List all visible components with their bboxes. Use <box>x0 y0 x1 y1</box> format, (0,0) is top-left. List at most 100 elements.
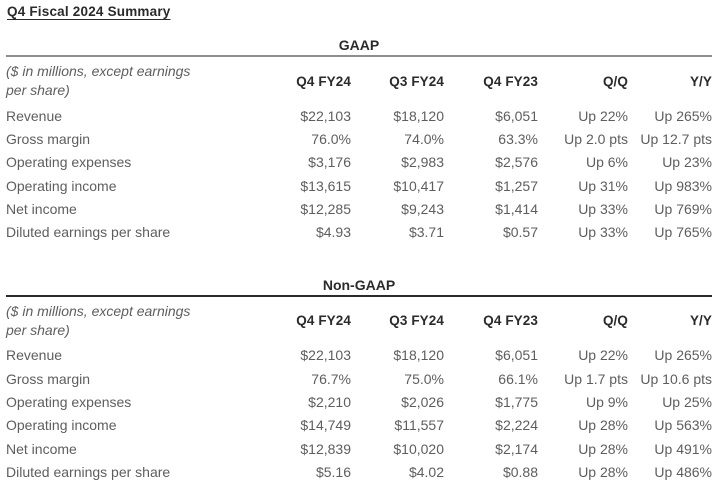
cell-value: Up 22% <box>578 107 628 124</box>
cell-value: Up 28% <box>578 440 628 457</box>
cell-value: 66.1% <box>498 370 538 387</box>
table-row: Revenue $22,103 $18,120 $6,051 Up 22% Up… <box>6 104 712 127</box>
cell-value: $6,051 <box>495 107 538 124</box>
row-label: Revenue <box>6 107 63 124</box>
cell-value: Up 23% <box>662 154 712 171</box>
gaap-units-note: ($ in millions, except earnings per shar… <box>6 62 256 100</box>
nongaap-column-header-q3fy24: Q3 FY24 <box>389 313 444 329</box>
cell-value: $3.71 <box>408 224 444 241</box>
table-row: Gross margin 76.0% 74.0% 63.3% Up 2.0 pt… <box>6 127 712 150</box>
cell-value: 74.0% <box>404 130 444 147</box>
section-gaap: GAAP ($ in millions, except earnings per… <box>6 37 712 244</box>
nongaap-table-header-row: ($ in millions, except earnings per shar… <box>6 297 712 344</box>
nongaap-units-note: ($ in millions, except earnings per shar… <box>6 302 256 340</box>
cell-value: Up 6% <box>585 154 628 171</box>
nongaap-section-heading: Non-GAAP <box>322 276 396 293</box>
row-label: Net income <box>6 200 77 217</box>
cell-value: $2,174 <box>495 440 538 457</box>
cell-value: Up 22% <box>578 347 628 364</box>
cell-value: $22,103 <box>300 347 351 364</box>
table-row: Operating income $13,615 $10,417 $1,257 … <box>6 174 712 197</box>
gaap-units-note-line1: ($ in millions, except earnings <box>6 63 191 79</box>
table-row: Operating expenses $3,176 $2,983 $2,576 … <box>6 151 712 174</box>
cell-value: $13,615 <box>300 177 351 194</box>
nongaap-units-note-line1: ($ in millions, except earnings <box>6 302 191 319</box>
table-row: Diluted earnings per share $5.16 $4.02 $… <box>6 460 712 483</box>
cell-value: Up 983% <box>654 177 712 194</box>
cell-value: $4.93 <box>315 224 351 241</box>
gaap-column-header-q4fy24: Q4 FY24 <box>296 73 351 89</box>
cell-value: $2,983 <box>401 154 444 171</box>
cell-value: Up 491% <box>654 440 712 457</box>
row-label: Operating expenses <box>6 394 132 411</box>
cell-value: Up 25% <box>662 394 712 411</box>
cell-value: Up 265% <box>654 107 712 124</box>
cell-value: Up 486% <box>654 463 712 480</box>
cell-value: Up 1.7 pts <box>564 370 628 387</box>
row-label: Diluted earnings per share <box>6 224 171 241</box>
cell-value: 76.0% <box>311 130 351 147</box>
section-nongaap: Non-GAAP ($ in millions, except earnings… <box>6 277 712 483</box>
cell-value: $10,417 <box>393 177 444 194</box>
gaap-column-header-q3fy24: Q3 FY24 <box>389 73 444 89</box>
gaap-section-heading: GAAP <box>338 37 380 53</box>
row-label: Operating expenses <box>6 154 132 171</box>
row-label: Net income <box>6 440 77 457</box>
cell-value: $0.88 <box>502 463 538 480</box>
cell-value: Up 33% <box>578 200 628 217</box>
table-row: Gross margin 76.7% 75.0% 66.1% Up 1.7 pt… <box>6 367 712 390</box>
cell-value: Up 563% <box>654 417 712 434</box>
cell-value: $1,775 <box>495 394 538 411</box>
cell-value: $4.02 <box>408 463 444 480</box>
cell-value: $11,557 <box>394 417 444 434</box>
cell-value: Up 2.0 pts <box>564 130 628 147</box>
row-label: Operating income <box>6 177 117 194</box>
cell-value: 75.0% <box>404 370 444 387</box>
table-row: Revenue $22,103 $18,120 $6,051 Up 22% Up… <box>6 344 712 367</box>
row-label: Gross margin <box>6 130 91 147</box>
cell-value: $1,414 <box>495 200 538 217</box>
table-row: Net income $12,285 $9,243 $1,414 Up 33% … <box>6 197 712 220</box>
gaap-table-header-row: ($ in millions, except earnings per shar… <box>6 57 712 104</box>
cell-value: $2,224 <box>495 417 538 434</box>
nongaap-header-rule <box>6 294 712 297</box>
cell-value: Up 10.6 pts <box>640 370 712 387</box>
summary-page: Q4 Fiscal 2024 Summary GAAP ($ in millio… <box>0 3 720 483</box>
gaap-column-header-q4fy23: Q4 FY23 <box>483 73 538 89</box>
cell-value: $22,103 <box>300 107 351 124</box>
cell-value: Up 769% <box>654 200 712 217</box>
cell-value: $6,051 <box>495 347 538 364</box>
table-row: Operating expenses $2,210 $2,026 $1,775 … <box>6 390 712 413</box>
gaap-column-header-qq: Q/Q <box>602 73 628 89</box>
nongaap-column-header-qq: Q/Q <box>602 313 628 329</box>
cell-value: $12,839 <box>300 440 351 457</box>
cell-value: $9,243 <box>401 200 444 217</box>
cell-value: 63.3% <box>498 130 538 147</box>
row-label: Revenue <box>6 347 63 364</box>
cell-value: $14,749 <box>300 417 351 434</box>
cell-value: $18,120 <box>393 347 444 364</box>
nongaap-column-header-q4fy24: Q4 FY24 <box>296 313 351 329</box>
page-title: Q4 Fiscal 2024 Summary <box>7 4 171 19</box>
cell-value: $0.57 <box>502 224 538 241</box>
cell-value: Up 31% <box>578 177 628 194</box>
cell-value: Up 33% <box>578 224 628 241</box>
gaap-units-note-line2: per share) <box>6 82 70 98</box>
cell-value: $2,576 <box>495 154 538 171</box>
cell-value: $12,285 <box>300 200 351 217</box>
nongaap-units-note-line2: per share) <box>6 321 70 338</box>
nongaap-column-header-yy: Y/Y <box>689 313 712 329</box>
cell-value: Up 28% <box>578 417 628 434</box>
cell-value: Up 765% <box>654 224 712 241</box>
cell-value: $5.16 <box>315 463 351 480</box>
table-row: Operating income $14,749 $11,557 $2,224 … <box>6 414 712 437</box>
row-label: Diluted earnings per share <box>6 463 171 480</box>
row-label: Operating income <box>6 417 117 434</box>
cell-value: $10,020 <box>393 440 444 457</box>
cell-value: Up 9% <box>585 394 628 411</box>
cell-value: $1,257 <box>495 177 538 194</box>
cell-value: $2,210 <box>308 394 351 411</box>
nongaap-column-header-q4fy23: Q4 FY23 <box>483 313 538 329</box>
cell-value: Up 28% <box>578 463 628 480</box>
cell-value: $18,120 <box>393 107 444 124</box>
